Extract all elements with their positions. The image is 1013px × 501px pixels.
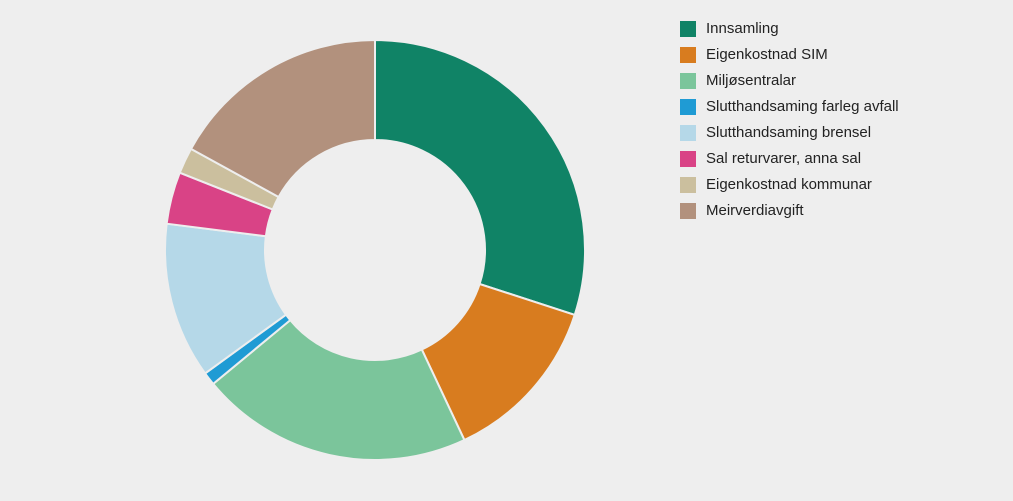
legend-label-7: Meirverdiavgift — [706, 202, 804, 220]
legend: Innsamling Eigenkostnad SIM Miljøsentralar… — [680, 20, 899, 228]
legend-swatch-3 — [680, 99, 696, 115]
legend-swatch-4 — [680, 125, 696, 141]
legend-swatch-2 — [680, 73, 696, 89]
legend-item-5: Sal returvarer, anna sal — [680, 150, 899, 168]
legend-label-6: Eigenkostnad kommunar — [706, 176, 872, 194]
legend-swatch-5 — [680, 151, 696, 167]
legend-swatch-0 — [680, 21, 696, 37]
legend-item-6: Eigenkostnad kommunar — [680, 176, 899, 194]
donut-segment-0 — [375, 40, 585, 315]
legend-label-2: Miljøsentralar — [706, 72, 796, 90]
legend-label-3: Slutthandsaming farleg avfall — [706, 98, 899, 116]
chart-container: Innsamling Eigenkostnad SIM Miljøsentralar… — [0, 0, 1013, 501]
legend-item-2: Miljøsentralar — [680, 72, 899, 90]
legend-item-7: Meirverdiavgift — [680, 202, 899, 220]
legend-swatch-7 — [680, 203, 696, 219]
donut-svg — [150, 25, 600, 475]
legend-item-3: Slutthandsaming farleg avfall — [680, 98, 899, 116]
legend-label-4: Slutthandsaming brensel — [706, 124, 871, 142]
legend-label-1: Eigenkostnad SIM — [706, 46, 828, 64]
legend-label-5: Sal returvarer, anna sal — [706, 150, 861, 168]
legend-item-0: Innsamling — [680, 20, 899, 38]
legend-label-0: Innsamling — [706, 20, 779, 38]
legend-item-1: Eigenkostnad SIM — [680, 46, 899, 64]
donut-chart — [150, 25, 600, 475]
legend-swatch-1 — [680, 47, 696, 63]
legend-swatch-6 — [680, 177, 696, 193]
legend-item-4: Slutthandsaming brensel — [680, 124, 899, 142]
